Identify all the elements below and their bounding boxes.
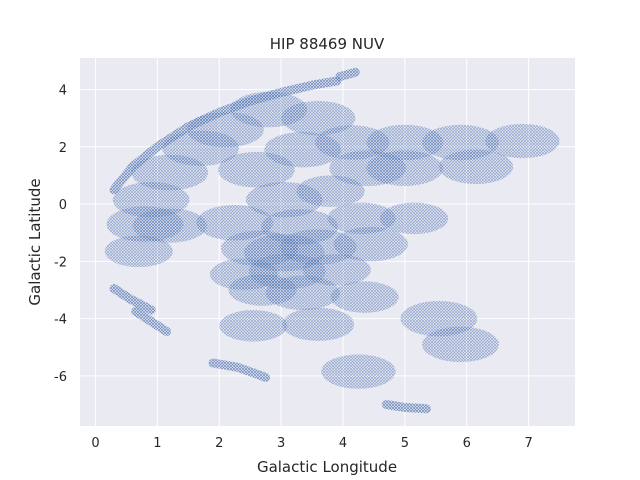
arc-points xyxy=(109,284,156,315)
footprint-points xyxy=(281,100,356,136)
arc-points xyxy=(109,76,342,195)
y-tick-label: -4 xyxy=(54,313,67,328)
footprint-points xyxy=(282,307,355,341)
y-tick-label: -6 xyxy=(54,370,67,385)
arc-points xyxy=(208,358,271,382)
footprint-points xyxy=(219,310,288,342)
footprint-points xyxy=(104,235,173,268)
footprint-points xyxy=(132,208,207,243)
footprint-points xyxy=(296,175,365,207)
y-tick-labels: -6 -4 -2 0 2 4 xyxy=(54,84,67,385)
footprint-points xyxy=(228,274,297,306)
x-tick-label: 6 xyxy=(463,436,471,451)
footprint-points xyxy=(131,154,209,191)
arc-points xyxy=(335,67,360,82)
footprint-points xyxy=(366,124,444,161)
x-tick-label: 1 xyxy=(153,436,161,451)
x-tick-label: 0 xyxy=(91,436,99,451)
x-tick-label: 2 xyxy=(215,436,223,451)
footprint-points xyxy=(333,226,408,262)
footprint-points xyxy=(485,123,560,159)
footprint-points xyxy=(422,326,499,363)
y-tick-label: 4 xyxy=(59,84,67,99)
arc-points xyxy=(131,306,172,336)
x-tick-label: 4 xyxy=(339,436,347,451)
footprint-points xyxy=(438,149,514,185)
footprint-points xyxy=(327,202,396,235)
y-tick-label: 0 xyxy=(59,198,67,213)
y-axis-label: Galactic Latitude xyxy=(26,178,44,305)
chart-title: HIP 88469 NUV xyxy=(270,35,385,53)
x-tick-label: 7 xyxy=(524,436,532,451)
footprint-points xyxy=(321,354,396,389)
footprint-points xyxy=(380,202,449,235)
footprint-points xyxy=(366,150,444,187)
x-tick-label: 3 xyxy=(277,436,285,451)
x-axis-label: Galactic Longitude xyxy=(257,458,397,476)
x-tick-labels: 0 1 2 3 4 5 6 7 xyxy=(91,436,532,451)
arc-points xyxy=(381,400,431,414)
y-tick-label: -2 xyxy=(54,255,67,270)
x-tick-label: 5 xyxy=(401,436,409,451)
footprint-points xyxy=(330,281,399,313)
y-tick-label: 2 xyxy=(59,141,67,156)
data-points xyxy=(104,67,560,414)
